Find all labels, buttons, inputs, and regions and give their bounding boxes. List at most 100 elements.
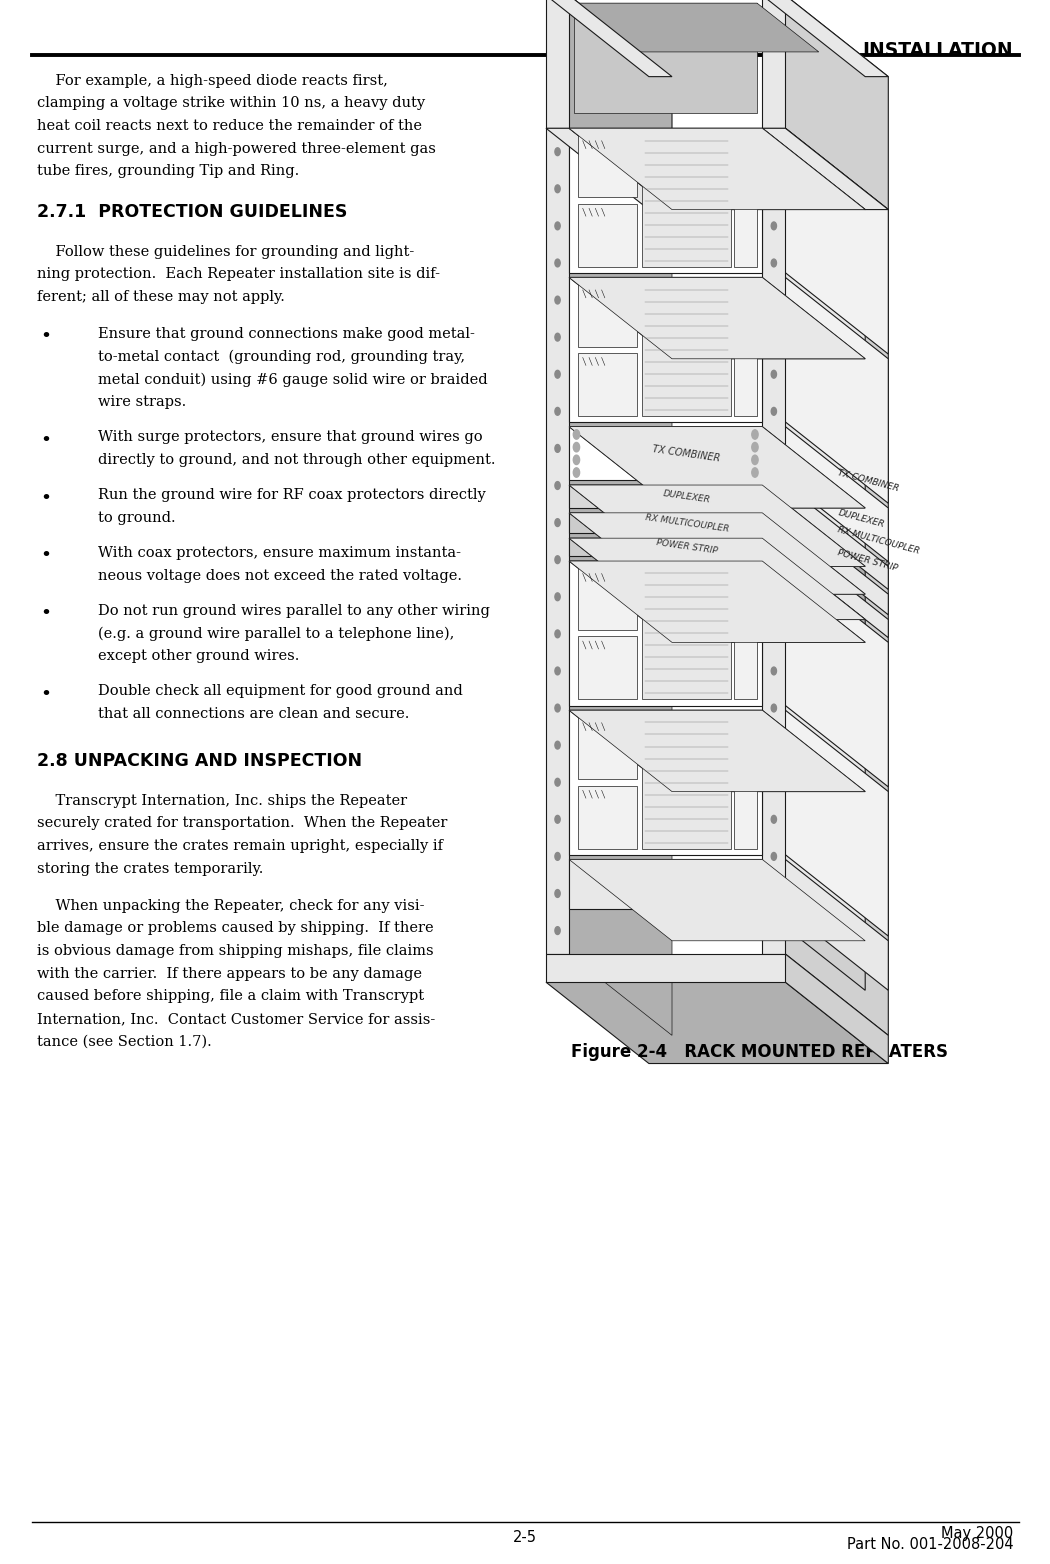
Text: Follow these guidelines for grounding and light-: Follow these guidelines for grounding an… [37, 244, 414, 258]
Circle shape [771, 444, 777, 452]
Text: 2.7.1  PROTECTION GUIDELINES: 2.7.1 PROTECTION GUIDELINES [37, 202, 348, 221]
Circle shape [752, 468, 758, 477]
Polygon shape [569, 128, 672, 1035]
Polygon shape [642, 135, 731, 266]
Polygon shape [642, 568, 731, 699]
Text: •: • [40, 432, 51, 450]
Text: INSTALLATION: INSTALLATION [863, 41, 1013, 61]
Circle shape [573, 455, 580, 465]
Polygon shape [578, 135, 636, 197]
Polygon shape [569, 128, 762, 272]
Polygon shape [785, 538, 888, 638]
Polygon shape [642, 283, 731, 416]
Polygon shape [762, 860, 865, 990]
Circle shape [771, 147, 777, 155]
Polygon shape [785, 561, 888, 787]
Polygon shape [569, 710, 762, 856]
Text: ning protection.  Each Repeater installation site is dif-: ning protection. Each Repeater installat… [37, 267, 440, 282]
Circle shape [771, 593, 777, 601]
Polygon shape [569, 128, 865, 210]
Text: RX MULTICOUPLER: RX MULTICOUPLER [645, 513, 729, 533]
Polygon shape [569, 427, 865, 508]
Circle shape [771, 519, 777, 527]
Circle shape [771, 222, 777, 230]
Polygon shape [762, 710, 865, 937]
Circle shape [771, 333, 777, 341]
Polygon shape [762, 0, 785, 128]
Circle shape [555, 519, 561, 527]
Polygon shape [785, 427, 888, 561]
Circle shape [771, 482, 777, 490]
Text: Run the ground wire for RF coax protectors directly: Run the ground wire for RF coax protecto… [98, 488, 485, 502]
Text: 2.8 UNPACKING AND INSPECTION: 2.8 UNPACKING AND INSPECTION [37, 751, 362, 769]
Polygon shape [734, 283, 757, 416]
Text: TX COMBINER: TX COMBINER [837, 468, 900, 493]
Circle shape [771, 555, 777, 563]
Polygon shape [762, 277, 865, 504]
Text: securely crated for transportation.  When the Repeater: securely crated for transportation. When… [37, 816, 447, 830]
Polygon shape [569, 277, 762, 422]
Text: tance (see Section 1.7).: tance (see Section 1.7). [37, 1034, 211, 1048]
Circle shape [771, 407, 777, 416]
Text: With surge protectors, ensure that ground wires go: With surge protectors, ensure that groun… [98, 430, 482, 444]
Circle shape [771, 926, 777, 934]
Text: POWER STRIP: POWER STRIP [655, 538, 718, 557]
Circle shape [555, 333, 561, 341]
Polygon shape [569, 561, 865, 643]
Circle shape [555, 444, 561, 452]
Circle shape [771, 815, 777, 823]
Polygon shape [762, 0, 888, 77]
Text: POWER STRIP: POWER STRIP [837, 547, 899, 572]
Polygon shape [785, 485, 888, 590]
Circle shape [555, 147, 561, 155]
Polygon shape [578, 353, 636, 416]
Circle shape [555, 482, 561, 490]
Polygon shape [569, 485, 865, 566]
Polygon shape [546, 128, 569, 954]
Circle shape [771, 185, 777, 192]
Polygon shape [574, 3, 757, 113]
Polygon shape [546, 0, 569, 128]
Polygon shape [785, 954, 888, 1064]
Text: to ground.: to ground. [98, 510, 175, 524]
Text: •: • [40, 490, 51, 508]
Circle shape [555, 593, 561, 601]
Text: Transcrypt Internation, Inc. ships the Repeater: Transcrypt Internation, Inc. ships the R… [37, 793, 407, 807]
Polygon shape [785, 277, 888, 504]
Text: Figure 2-4   RACK MOUNTED REPEATERS: Figure 2-4 RACK MOUNTED REPEATERS [570, 1043, 948, 1062]
Polygon shape [569, 561, 865, 643]
Polygon shape [569, 860, 762, 909]
Circle shape [555, 260, 561, 267]
Polygon shape [569, 710, 865, 791]
Polygon shape [642, 716, 731, 849]
Circle shape [555, 704, 561, 712]
Circle shape [555, 630, 561, 638]
Text: except other ground wires.: except other ground wires. [98, 649, 299, 663]
Circle shape [555, 852, 561, 860]
Circle shape [555, 890, 561, 898]
Circle shape [771, 890, 777, 898]
Text: directly to ground, and not through other equipment.: directly to ground, and not through othe… [98, 452, 496, 466]
Text: •: • [40, 328, 51, 347]
Circle shape [573, 468, 580, 477]
Text: DUPLEXER: DUPLEXER [663, 490, 711, 504]
Polygon shape [569, 513, 865, 594]
Circle shape [771, 666, 777, 674]
Text: to-metal contact  (grounding rod, grounding tray,: to-metal contact (grounding rod, groundi… [98, 349, 465, 364]
Circle shape [752, 443, 758, 452]
Circle shape [555, 371, 561, 378]
Text: For example, a high-speed diode reacts first,: For example, a high-speed diode reacts f… [37, 74, 387, 88]
Circle shape [555, 779, 561, 787]
Polygon shape [546, 128, 672, 210]
Polygon shape [569, 538, 865, 619]
Circle shape [771, 704, 777, 712]
Polygon shape [762, 128, 865, 353]
Polygon shape [734, 716, 757, 849]
Polygon shape [578, 203, 636, 266]
Text: RX MULTICOUPLER: RX MULTICOUPLER [837, 526, 921, 557]
Polygon shape [578, 568, 636, 630]
Polygon shape [762, 427, 865, 561]
Polygon shape [785, 513, 888, 615]
Text: that all connections are clean and secure.: that all connections are clean and secur… [98, 707, 410, 721]
Polygon shape [785, 128, 888, 353]
